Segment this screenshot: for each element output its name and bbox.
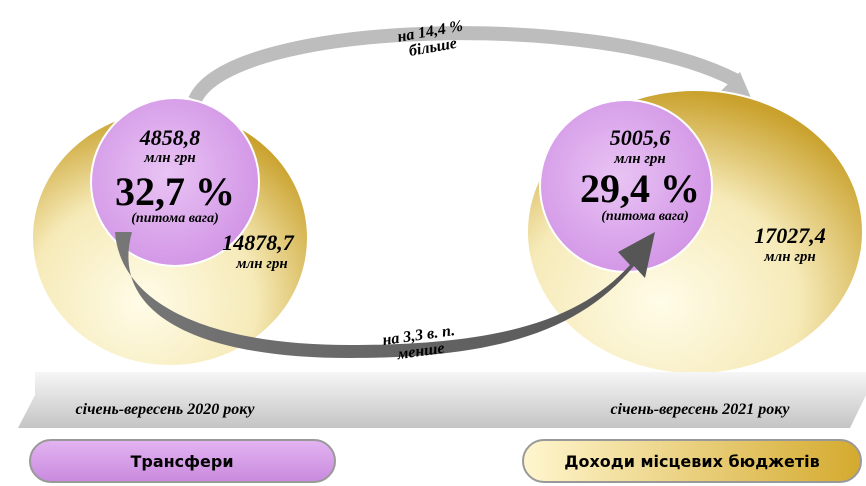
right-percent: 29,4 %	[580, 166, 700, 211]
left-percent-note: (питома вага)	[131, 211, 219, 226]
right-share-unit: млн грн	[613, 151, 665, 167]
bottom-change-line2: менше	[395, 340, 445, 364]
left-total-unit: млн грн	[235, 256, 287, 272]
top-arrow	[188, 26, 739, 104]
right-total-unit: млн грн	[763, 249, 815, 265]
left-total-value: 14878,7	[222, 230, 295, 255]
right-period: січень-вересень 2021 року	[611, 401, 791, 418]
right-percent-note: (питома вага)	[601, 209, 689, 224]
revenues-label: Доходи місцевих бюджетів	[564, 452, 820, 471]
transfers-pill	[29, 439, 336, 483]
right-share-value: 5005,6	[610, 125, 671, 150]
left-percent: 32,7 %	[115, 169, 235, 214]
left-share-value: 4858,8	[139, 125, 201, 150]
period-band	[18, 372, 866, 428]
left-share-unit: млн грн	[143, 150, 195, 166]
right-total-value: 17027,4	[754, 223, 826, 248]
revenues-pill	[522, 439, 862, 483]
left-share-circle	[90, 97, 260, 267]
transfers-label: Трансфери	[130, 452, 233, 471]
left-period: січень-вересень 2020 року	[76, 401, 256, 418]
